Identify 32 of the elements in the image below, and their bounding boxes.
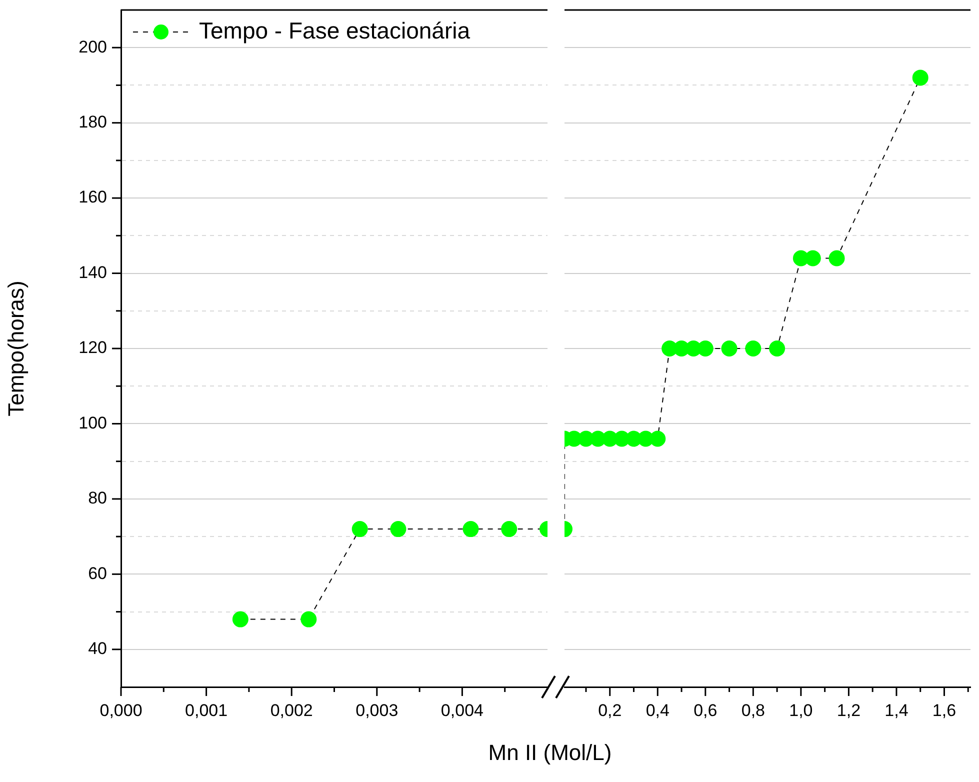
x-tick-label: 0,001: [185, 700, 228, 720]
x-tick-label: 0,4: [646, 700, 670, 720]
x-axis-title: Mn II (Mol/L): [487, 740, 613, 766]
y-tick-label: 200: [78, 37, 107, 56]
x-tick-label: 1,0: [789, 700, 813, 720]
x-tick-label: 1,4: [884, 700, 908, 720]
point: [721, 340, 738, 356]
x-tick-label: 0,003: [356, 700, 398, 720]
point: [912, 70, 928, 86]
y-tick-label: 100: [78, 413, 107, 432]
x-tick-label: 1,6: [932, 700, 956, 720]
y-tick-label: 80: [88, 488, 107, 508]
y-tick-label: 140: [78, 262, 107, 282]
point: [650, 430, 666, 447]
legend-label: Tempo - Fase estacionária: [199, 17, 470, 44]
y-axis-title: Tempo(horas): [3, 280, 28, 416]
point: [828, 250, 845, 266]
y-tick-label: 120: [78, 338, 107, 358]
x-tick-label: 0,6: [694, 700, 718, 720]
point: [697, 340, 714, 356]
y-tick-label: 40: [88, 639, 107, 658]
point: [769, 340, 786, 356]
point: [745, 340, 762, 356]
y-tick-label: 180: [78, 112, 107, 132]
x-tick-label: 0,002: [270, 700, 313, 720]
x-tick-label: 0,8: [741, 700, 765, 720]
x-tick-label: 1,2: [836, 700, 861, 720]
x-tick-label: 0,2: [598, 700, 622, 720]
y-tick-label: 60: [88, 564, 107, 583]
x-tick-label: 0,000: [100, 700, 142, 720]
x-tick-label: 0,004: [440, 700, 484, 720]
y-tick-label: 160: [78, 188, 107, 207]
